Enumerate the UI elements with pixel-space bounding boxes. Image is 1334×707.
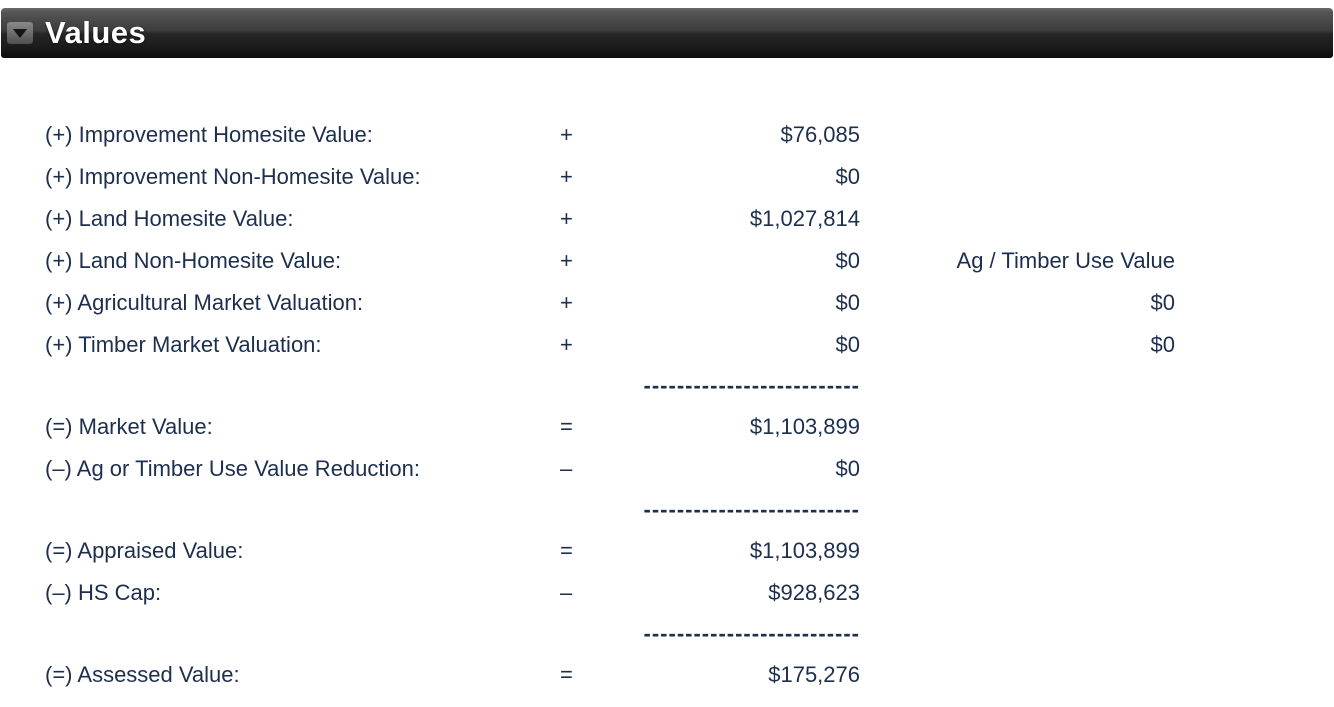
value-row: (+) Timber Market Valuation: + $0 $0 [0,324,1334,366]
value-amount: $0 [835,164,860,189]
value-operator: + [560,248,573,273]
value-row: (+) Land Non-Homesite Value: + $0 Ag / T… [0,240,1334,282]
values-section-header[interactable]: Values [1,8,1333,58]
value-row: (–) Ag or Timber Use Value Reduction: – … [0,448,1334,490]
value-operator: – [560,456,573,481]
dashed-separator: -------------------------- [643,373,860,398]
value-label: (+) Agricultural Market Valuation: [45,290,364,315]
value-operator: + [560,290,573,315]
separator-row: -------------------------- [0,614,1334,654]
value-amount: $1,103,899 [749,414,860,439]
value-extra: Ag / Timber Use Value [956,248,1175,273]
value-amount: $928,623 [768,580,860,605]
value-row: (+) Agricultural Market Valuation: + $0 … [0,282,1334,324]
value-operator: – [560,580,573,605]
value-label: (=) Market Value: [45,414,213,439]
value-operator: + [560,206,573,231]
value-row: (=) Appraised Value: = $1,103,899 [0,530,1334,572]
value-operator: = [560,414,573,439]
value-operator: = [560,538,573,563]
value-row: (=) Market Value: = $1,103,899 [0,406,1334,448]
value-operator: + [560,332,573,357]
value-amount: $1,103,899 [749,538,860,563]
separator-row: -------------------------- [0,490,1334,530]
value-amount: $76,085 [780,122,860,147]
values-table: (+) Improvement Homesite Value: + $76,08… [0,58,1334,696]
value-extra: $0 [1150,332,1175,357]
dashed-separator: -------------------------- [643,497,860,522]
collapse-toggle-button[interactable] [7,22,33,44]
value-amount: $0 [835,248,860,273]
section-title: Values [45,15,147,50]
value-row: (+) Improvement Non-Homesite Value: + $0 [0,156,1334,198]
value-row: (+) Land Homesite Value: + $1,027,814 [0,198,1334,240]
separator-row: -------------------------- [0,366,1334,406]
value-amount: $1,027,814 [749,206,860,231]
value-label: (+) Improvement Homesite Value: [45,122,373,147]
value-label: (=) Appraised Value: [45,538,244,563]
value-label: (=) Assessed Value: [45,662,240,687]
value-row: (+) Improvement Homesite Value: + $76,08… [0,114,1334,156]
value-row: (–) HS Cap: – $928,623 [0,572,1334,614]
value-operator: + [560,122,573,147]
value-amount: $0 [835,290,860,315]
dashed-separator: -------------------------- [643,621,860,646]
value-label: (+) Land Non-Homesite Value: [45,248,342,273]
value-operator: + [560,164,573,189]
value-operator: = [560,662,573,687]
value-amount: $0 [835,332,860,357]
value-label: (–) HS Cap: [45,580,162,605]
value-label: (+) Land Homesite Value: [45,206,294,231]
chevron-down-icon [13,28,27,38]
value-amount: $0 [835,456,860,481]
value-label: (+) Timber Market Valuation: [45,332,322,357]
value-label: (–) Ag or Timber Use Value Reduction: [45,456,420,481]
value-extra: $0 [1150,290,1175,315]
value-label: (+) Improvement Non-Homesite Value: [45,164,421,189]
value-amount: $175,276 [768,662,860,687]
value-row: (=) Assessed Value: = $175,276 [0,654,1334,696]
